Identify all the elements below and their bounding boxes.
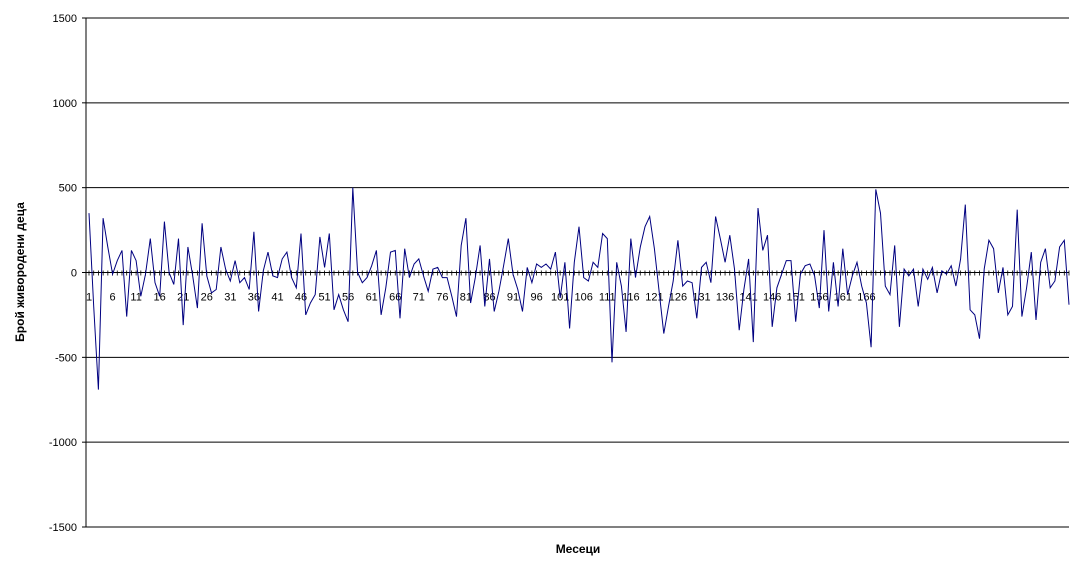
x-tick-label: 61 bbox=[366, 292, 378, 304]
x-tick-label: 126 bbox=[669, 292, 687, 304]
x-tick-label: 71 bbox=[413, 292, 425, 304]
x-tick-label: 96 bbox=[530, 292, 542, 304]
x-tick-label: 51 bbox=[318, 292, 330, 304]
x-tick-label: 1 bbox=[86, 292, 92, 304]
x-tick-label: 141 bbox=[739, 292, 757, 304]
x-tick-label: 26 bbox=[201, 292, 213, 304]
x-tick-label: 11 bbox=[130, 292, 141, 304]
x-tick-label: 56 bbox=[342, 292, 354, 304]
y-tick-label: -500 bbox=[55, 352, 77, 364]
series-line bbox=[88, 187, 1070, 390]
x-tick-label: 41 bbox=[271, 292, 283, 304]
y-tick-label: 1500 bbox=[53, 13, 77, 25]
x-tick-label: 131 bbox=[692, 292, 710, 304]
x-tick-label: 66 bbox=[389, 292, 401, 304]
y-tick-label: 0 bbox=[71, 268, 77, 280]
gridlines bbox=[86, 17, 1069, 528]
y-axis-label: Брой живородени деца bbox=[13, 202, 27, 342]
x-axis-label: Месеци bbox=[556, 542, 601, 556]
y-tick-label: -1500 bbox=[49, 522, 77, 534]
x-tick-label: 136 bbox=[716, 292, 734, 304]
x-tick-label: 156 bbox=[810, 292, 828, 304]
x-tick-label: 36 bbox=[248, 292, 260, 304]
x-tick-label: 6 bbox=[109, 292, 115, 304]
x-tick-label: 81 bbox=[460, 292, 472, 304]
x-tick-label: 151 bbox=[787, 292, 805, 304]
x-tick-label: 116 bbox=[622, 292, 640, 304]
x-tick-label: 111 bbox=[599, 292, 616, 304]
y-axis-ticks: 1500 1000 500 0 -500 -1000 -1500 bbox=[49, 13, 86, 534]
x-tick-label: 31 bbox=[224, 292, 236, 304]
x-axis-ticks: 1 6 11 16 21 26 31 36 41 46 51 56 61 66 71 76 81 86 91 96 10… bbox=[86, 270, 1070, 304]
x-tick-label: 76 bbox=[436, 292, 448, 304]
y-tick-label: 500 bbox=[59, 183, 77, 195]
y-tick-label: 1000 bbox=[53, 98, 77, 110]
x-tick-label: 21 bbox=[177, 292, 189, 304]
x-tick-label: 16 bbox=[154, 292, 166, 304]
x-tick-label: 166 bbox=[857, 292, 875, 304]
x-tick-label: 91 bbox=[507, 292, 519, 304]
x-tick-label: 106 bbox=[575, 292, 593, 304]
x-tick-label: 146 bbox=[763, 292, 781, 304]
x-tick-label: 121 bbox=[645, 292, 663, 304]
y-tick-label: -1000 bbox=[49, 437, 77, 449]
